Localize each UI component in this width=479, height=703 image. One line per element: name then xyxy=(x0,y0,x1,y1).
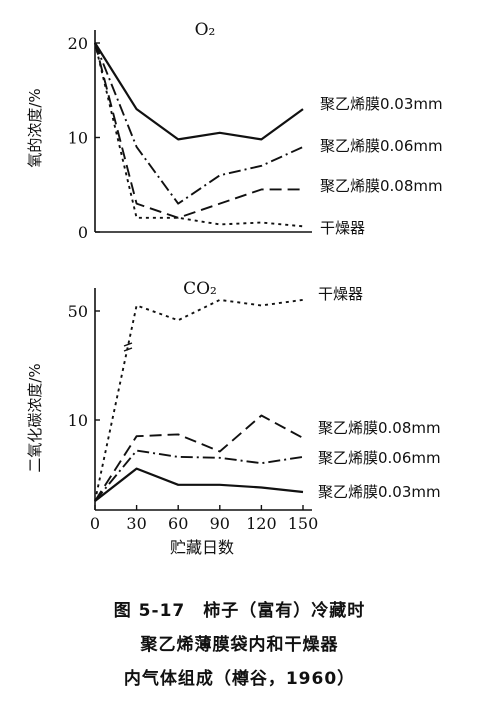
axis-break-mark xyxy=(123,342,133,347)
o2-series-line-2 xyxy=(94,42,303,219)
figure-caption-line-3: 内气体组成（樽谷，1960） xyxy=(123,669,356,689)
figure-caption-line-1: 图 5-17 柿子（富有）冷藏时 xyxy=(113,601,366,621)
o2-y-tick-label: 10 xyxy=(68,129,88,148)
co2-series-line-1 xyxy=(94,414,304,502)
co2-y-axis-label: 二氧化碳浓度/% xyxy=(26,363,44,472)
co2-y-tick-label: 50 xyxy=(68,302,88,321)
o2-y-tick-label: 0 xyxy=(78,223,88,242)
co2-series-line-3 xyxy=(94,467,304,502)
co2-series-label-0: 干燥器 xyxy=(318,285,363,303)
co2-x-tick-label: 120 xyxy=(246,514,277,533)
co2-series-label-2: 聚乙烯膜0.06mm xyxy=(318,449,441,467)
co2-title: CO₂ xyxy=(183,279,217,299)
o2-title: O₂ xyxy=(195,20,216,40)
co2-panel: CO₂ 二氧化碳浓度/% 10 50 0 30 60 90 120 150 干燥器聚乙烯膜0.… xyxy=(26,279,441,557)
o2-series-label-1: 聚乙烯膜0.06mm xyxy=(320,137,443,155)
co2-x-tick-label: 0 xyxy=(90,514,100,533)
co2-x-axis-label: 贮藏日数 xyxy=(170,538,234,557)
o2-series-group xyxy=(94,42,304,228)
co2-series-line-0 xyxy=(94,298,304,502)
co2-x-tick-label: 90 xyxy=(210,514,230,533)
o2-series-labels: 聚乙烯膜0.03mm 聚乙烯膜0.06mm 聚乙烯膜0.08mm 干燥器 xyxy=(320,95,443,237)
co2-series-label-1: 聚乙烯膜0.08mm xyxy=(318,419,441,437)
o2-series-line-1 xyxy=(94,42,304,205)
co2-x-tick-label: 150 xyxy=(288,514,319,533)
o2-series-label-3: 干燥器 xyxy=(320,219,365,237)
o2-series-line-0 xyxy=(94,42,304,141)
figure-caption-line-2: 聚乙烯薄膜袋内和干燥器 xyxy=(140,635,339,655)
o2-y-axis-label: 氧的浓度/% xyxy=(26,88,44,167)
co2-series-group xyxy=(94,298,304,502)
co2-x-tick-label: 30 xyxy=(126,514,146,533)
co2-axes: 10 50 0 30 60 90 120 150 xyxy=(68,288,319,533)
o2-series-label-0: 聚乙烯膜0.03mm xyxy=(320,95,443,113)
o2-series-line-3 xyxy=(94,42,304,228)
co2-series-line-2 xyxy=(94,449,304,502)
co2-series-label-3: 聚乙烯膜0.03mm xyxy=(318,483,441,501)
co2-y-tick-label: 10 xyxy=(68,411,88,430)
o2-y-tick-label: 20 xyxy=(68,34,88,53)
o2-series-label-2: 聚乙烯膜0.08mm xyxy=(320,177,443,195)
o2-axes: 0 10 20 xyxy=(68,30,312,242)
co2-x-tick-label: 60 xyxy=(168,514,188,533)
